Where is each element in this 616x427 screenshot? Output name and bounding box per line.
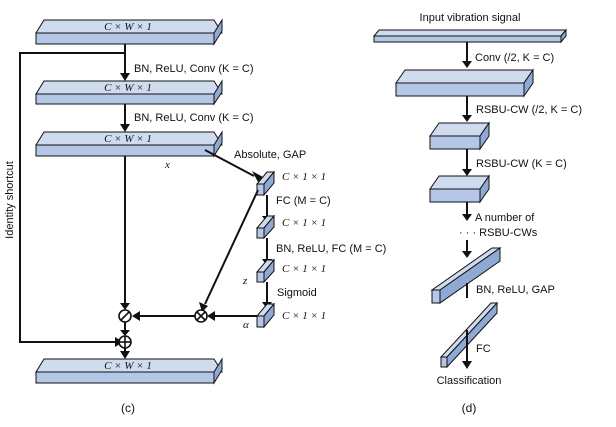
arrow-rsbu1-to-rsbu2 bbox=[462, 149, 472, 176]
channel-block-1 bbox=[255, 170, 276, 197]
abs-gap-label: Absolute, GAP bbox=[234, 149, 306, 161]
feature-block-1 bbox=[35, 18, 223, 46]
input-block bbox=[372, 28, 568, 44]
identity-shortcut-label: Identity shortcut bbox=[4, 161, 16, 239]
multiply-op bbox=[194, 309, 208, 323]
arrow-fc-to-output bbox=[462, 330, 472, 369]
arrow-add-to-output bbox=[120, 348, 130, 359]
arrow-more-to-gap bbox=[462, 240, 472, 258]
feature-block-3 bbox=[35, 130, 223, 158]
alpha-label: α bbox=[243, 319, 249, 331]
channel-block-3 bbox=[255, 258, 276, 284]
arrow-block3-to-subtract bbox=[120, 156, 130, 310]
arrow-to-abs-gap bbox=[204, 149, 263, 182]
bn-relu-fc-label: BN, ReLU, FC (M = C) bbox=[276, 243, 386, 255]
soft-threshold-op bbox=[118, 309, 132, 323]
bn-relu-gap-label: BN, ReLU, GAP bbox=[476, 284, 555, 296]
rsbu-block-1 bbox=[429, 121, 490, 151]
z-label: z bbox=[242, 275, 248, 287]
rsbu-cws-label: · · · RSBU-CWs bbox=[459, 227, 538, 239]
arrow-input-to-conv bbox=[462, 42, 472, 68]
caption-c: (c) bbox=[121, 401, 135, 415]
arrow-rsbu2-to-more bbox=[462, 202, 472, 221]
feature-block-2 bbox=[35, 79, 223, 106]
rsbu1-label: RSBU-CW (/2, K = C) bbox=[476, 104, 582, 116]
rsbu2-label: RSBU-CW (K = C) bbox=[476, 158, 567, 170]
op2-label: BN, ReLU, Conv (K = C) bbox=[134, 112, 254, 124]
fc-block bbox=[439, 301, 499, 369]
rsbu-block-2 bbox=[429, 174, 490, 204]
add-op bbox=[118, 335, 132, 349]
op1-label: BN, ReLU, Conv (K = C) bbox=[134, 63, 254, 75]
channel-block-1-label: C × 1 × 1 bbox=[282, 171, 326, 183]
channel-block-3-label: C × 1 × 1 bbox=[282, 263, 326, 275]
arrow-block1-to-block2 bbox=[120, 44, 130, 81]
feature-block-output-label: C × W × 1 bbox=[104, 360, 152, 372]
arrow-subtract-to-add bbox=[120, 322, 130, 336]
fc-label: FC (M = C) bbox=[276, 195, 331, 207]
feature-block-3-label: C × W × 1 bbox=[104, 133, 152, 145]
number-of-label: A number of bbox=[475, 212, 535, 224]
conv-block bbox=[395, 68, 534, 98]
arrow-block2-to-block3 bbox=[120, 104, 130, 132]
gap-block bbox=[430, 247, 502, 304]
channel-block-4 bbox=[255, 302, 276, 329]
feature-block-1-label: C × W × 1 bbox=[104, 21, 152, 33]
channel-block-4-label: C × 1 × 1 bbox=[282, 310, 326, 322]
classification-label: Classification bbox=[437, 375, 502, 387]
arrow-multiply-to-subtract bbox=[132, 311, 195, 321]
channel-block-2 bbox=[255, 214, 276, 240]
x-label: x bbox=[164, 159, 170, 171]
caption-d: (d) bbox=[462, 401, 477, 415]
fc-d-label: FC bbox=[476, 343, 491, 355]
conv-label: Conv (/2, K = C) bbox=[475, 52, 554, 64]
arrow-conv-to-rsbu1 bbox=[462, 96, 472, 122]
input-label: Input vibration signal bbox=[420, 12, 521, 24]
sigmoid-label: Sigmoid bbox=[277, 287, 317, 299]
feature-block-output bbox=[35, 357, 223, 385]
feature-block-2-label: C × W × 1 bbox=[104, 82, 152, 94]
arrow-channel4-to-multiply bbox=[207, 311, 257, 321]
arrow-to-multiply-diag bbox=[199, 189, 259, 312]
channel-block-2-label: C × 1 × 1 bbox=[282, 217, 326, 229]
